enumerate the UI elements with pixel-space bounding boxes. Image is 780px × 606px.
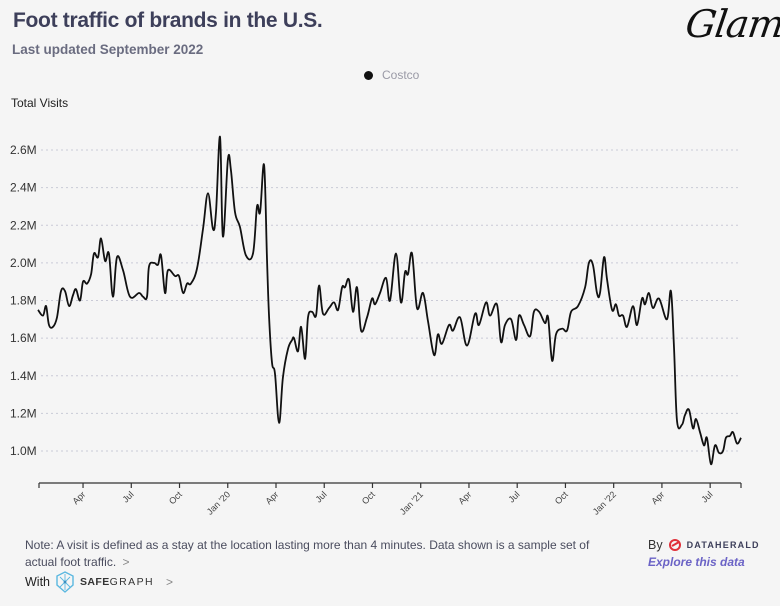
dataherald-logo-icon bbox=[668, 539, 681, 551]
y-tick-label: 1.4M bbox=[10, 369, 37, 383]
y-tick-label: 1.2M bbox=[10, 406, 37, 420]
safegraph-chevron-icon[interactable]: > bbox=[165, 575, 173, 589]
y-tick-label: 2.0M bbox=[10, 256, 37, 270]
y-axis-ticks: 1.0M 1.2M 1.4M 1.6M 1.8M 2.0M 2.2M 2.4M 2.6M bbox=[10, 143, 37, 458]
x-tick-label: Jul bbox=[313, 489, 328, 504]
y-tick-label: 1.8M bbox=[10, 294, 37, 308]
x-tick-label: Jul bbox=[506, 489, 521, 504]
x-tick-label: Apr bbox=[649, 489, 666, 506]
with-label: With bbox=[25, 575, 50, 589]
y-tick-label: 2.2M bbox=[10, 218, 37, 232]
series-layer bbox=[37, 135, 742, 466]
safegraph-credit[interactable]: With SAFEGRAPH > bbox=[25, 571, 173, 593]
y-tick-label: 1.0M bbox=[10, 444, 37, 458]
by-label: By bbox=[648, 538, 663, 552]
y-tick-label: 1.6M bbox=[10, 331, 37, 345]
x-tick-label: Jul bbox=[699, 489, 714, 504]
x-tick-label: Jul bbox=[120, 489, 135, 504]
legend-dot-icon bbox=[364, 70, 373, 80]
x-tick-label: Oct bbox=[553, 489, 570, 506]
y-axis-title: Total Visits bbox=[11, 96, 69, 110]
x-tick-label: Apr bbox=[263, 489, 280, 506]
x-tick-label: Apr bbox=[456, 489, 473, 506]
x-tick-label: Jan '20 bbox=[205, 489, 232, 516]
chart-title: Foot traffic of brands in the U.S. bbox=[13, 9, 323, 32]
safegraph-wordmark: SAFEGRAPH bbox=[80, 576, 154, 588]
gridlines bbox=[41, 149, 741, 452]
x-tick-label: Jan '22 bbox=[591, 489, 618, 516]
legend-label-costco[interactable]: Costco bbox=[382, 68, 420, 82]
dataherald-wordmark: DATAHERALD bbox=[686, 540, 760, 550]
safegraph-logo-icon bbox=[56, 571, 74, 593]
y-tick-label: 2.6M bbox=[10, 143, 37, 157]
explore-data-link[interactable]: Explore this data bbox=[648, 555, 745, 569]
series-line-costco bbox=[37, 135, 742, 466]
x-tick-label: Jan '21 bbox=[398, 489, 425, 516]
footnote: Note: A visit is defined as a stay at th… bbox=[25, 537, 605, 571]
chart-subtitle: Last updated September 2022 bbox=[12, 42, 204, 57]
line-chart: 1.0M 1.2M 1.4M 1.6M 1.8M 2.0M 2.2M 2.4M 2.6M Apr… bbox=[10, 135, 742, 517]
legend: Costco bbox=[364, 68, 419, 82]
x-tick-label: Oct bbox=[360, 489, 377, 506]
x-tick-label: Oct bbox=[167, 489, 184, 506]
dataherald-credit[interactable]: By DATAHERALD bbox=[648, 538, 760, 552]
x-axis: Apr Jul Oct Jan '20 Apr Jul Oct Jan '21 Apr Jul Oc… bbox=[38, 482, 742, 517]
x-tick-label: Apr bbox=[70, 489, 87, 506]
footnote-chevron-icon[interactable]: > bbox=[122, 555, 130, 569]
footnote-text: Note: A visit is defined as a stay at th… bbox=[25, 538, 590, 569]
y-tick-label: 2.4M bbox=[10, 181, 37, 195]
